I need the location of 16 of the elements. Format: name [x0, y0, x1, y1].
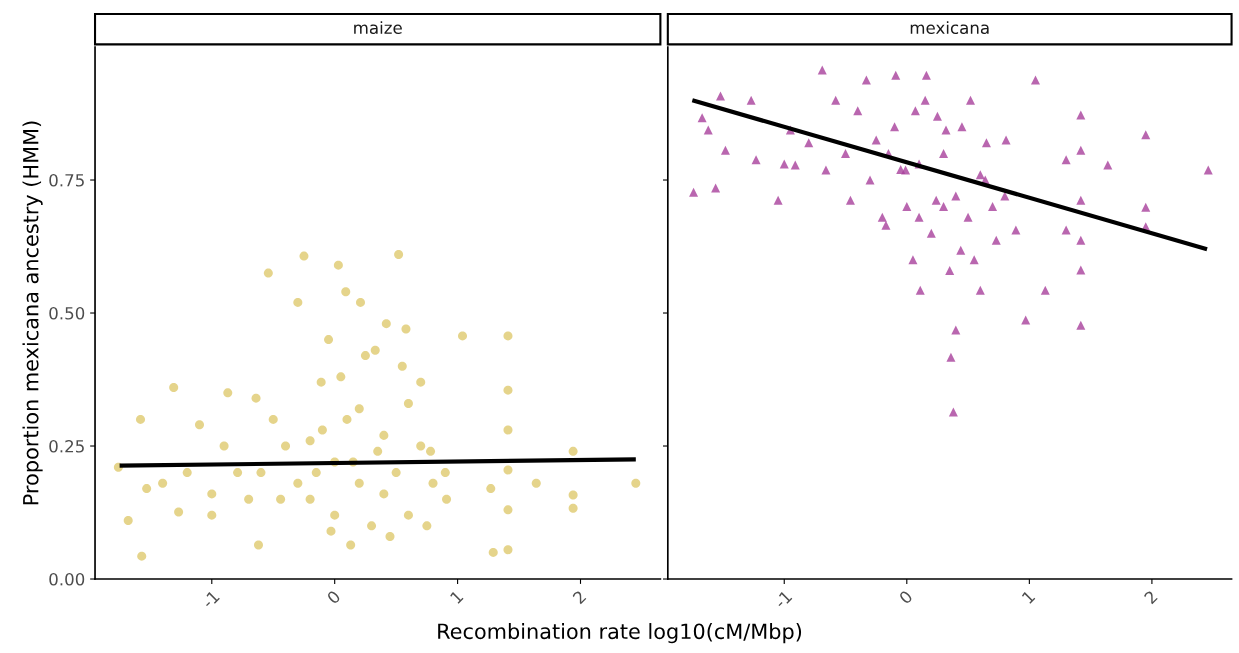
- y-tick-label: 0.25: [49, 439, 84, 453]
- chart-title: mexicana: [910, 21, 989, 35]
- y-tick-label: 0.75: [49, 173, 84, 187]
- x-tick-label: 2: [572, 590, 587, 605]
- x-tick-label: 2: [1143, 590, 1158, 605]
- x-tick-label: 0: [326, 589, 342, 605]
- x-tick-label: -1: [773, 590, 793, 609]
- x-tick-label: 1: [449, 590, 464, 604]
- y-tick-label: 0.00: [49, 572, 85, 586]
- chart-title: maize: [354, 21, 402, 35]
- y-axis-title: Proportion mexicana ancestry (HMM): [22, 121, 43, 505]
- x-tick-label: -1: [201, 590, 220, 609]
- x-axis-title: Recombination rate log10(cM/Mbp): [438, 623, 802, 644]
- x-tick-label: 1: [1021, 590, 1036, 604]
- y-tick-label: 0.50: [49, 306, 85, 320]
- x-tick-label: 0: [898, 589, 914, 605]
